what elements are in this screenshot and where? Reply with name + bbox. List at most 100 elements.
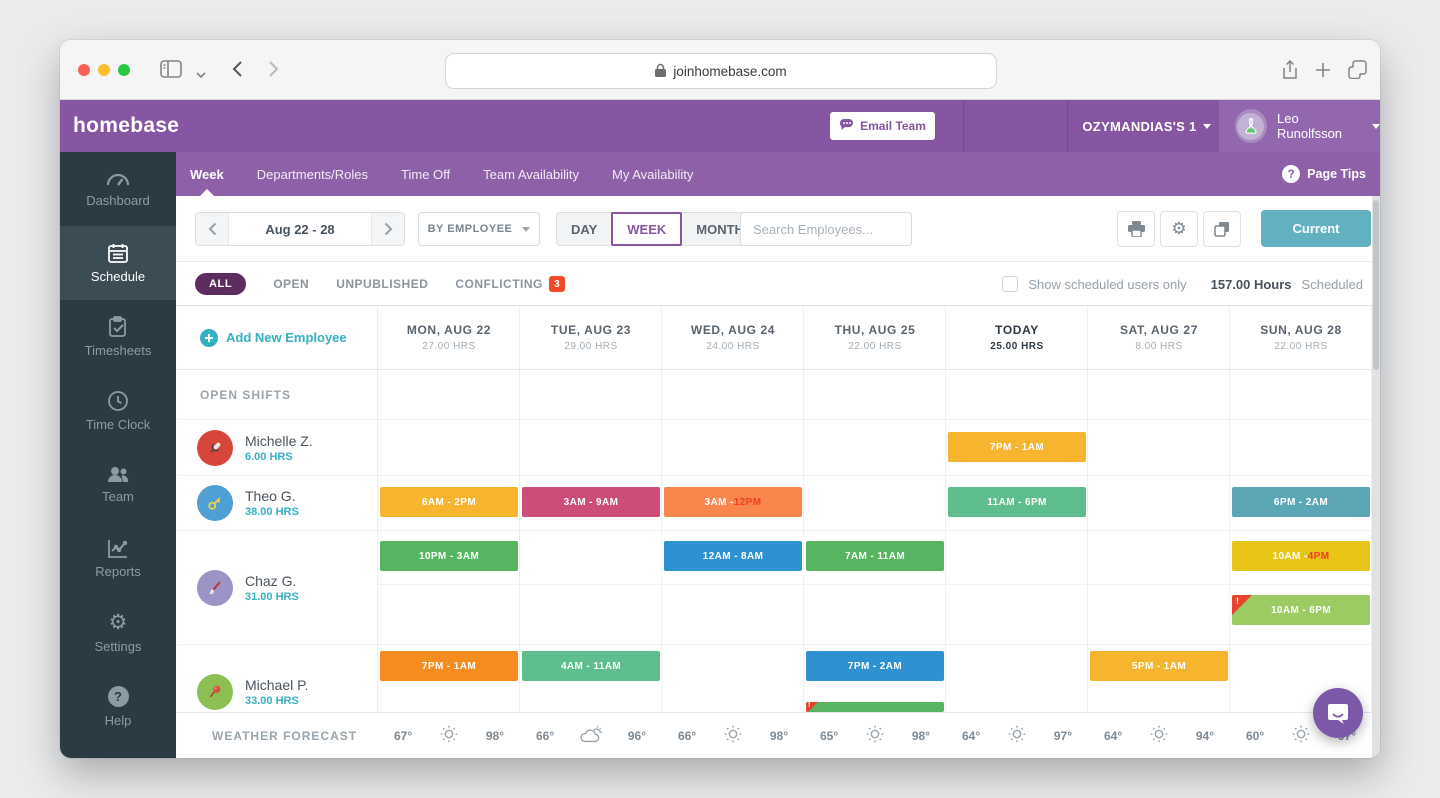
- tab-my-availability[interactable]: My Availability: [612, 166, 694, 182]
- shift-block[interactable]: 12AM - 8AM: [664, 541, 802, 571]
- tab-time-off[interactable]: Time Off: [401, 166, 451, 182]
- employee-cell[interactable]: Chaz G. 31.00 HRS: [197, 569, 299, 606]
- shift-block[interactable]: 7AM - 11AM: [806, 541, 944, 571]
- conflict-count-badge: 3: [548, 276, 565, 292]
- address-bar[interactable]: joinhomebase.com: [445, 53, 997, 89]
- email-team-button[interactable]: Email Team: [830, 112, 935, 140]
- tab-week[interactable]: Week: [190, 152, 224, 196]
- copy-icon: [1214, 222, 1229, 237]
- sidebar-item-help[interactable]: ? Help: [60, 670, 176, 744]
- hours-scheduled-value: 157.00 Hours: [1210, 276, 1292, 292]
- scrollbar-thumb[interactable]: [1373, 200, 1379, 370]
- schedule-nav: Week Departments/Roles Time Off Team Ava…: [176, 152, 1380, 196]
- company-selector[interactable]: OZYMANDIAS'S 1: [1074, 100, 1219, 152]
- sun-icon: [722, 723, 744, 748]
- settings-button[interactable]: ⚙: [1160, 211, 1198, 247]
- shift-block[interactable]: 4AM - 11AM: [522, 651, 660, 681]
- window-controls[interactable]: [78, 64, 130, 76]
- view-week-button[interactable]: WEEK: [611, 212, 683, 246]
- shift-block-conflict[interactable]: ! 10AM - 6PM: [1232, 595, 1370, 625]
- chevron-down-icon[interactable]: [196, 66, 206, 84]
- group-by-dropdown[interactable]: BY EMPLOYEE: [418, 212, 540, 246]
- employee-cell[interactable]: Michelle Z. 6.00 HRS: [197, 429, 313, 466]
- page-tips-button[interactable]: ? Page Tips: [1282, 152, 1366, 196]
- show-scheduled-checkbox[interactable]: [1002, 276, 1019, 292]
- day-header-thu: THU, AUG 25 22.00 HRS: [834, 323, 916, 352]
- homebase-logo[interactable]: homebase: [73, 114, 180, 137]
- shift-block[interactable]: 10PM - 3AM: [380, 541, 518, 571]
- shift-block[interactable]: 11AM - 6PM: [948, 487, 1086, 517]
- back-button[interactable]: [232, 60, 243, 83]
- app-header: homebase Email Team OZYMANDIAS'S 1 Leo R…: [60, 100, 1380, 203]
- shift-block[interactable]: 7PM - 2AM: [806, 651, 944, 681]
- plus-circle-icon: [200, 328, 218, 347]
- share-icon[interactable]: [1282, 59, 1298, 85]
- employee-row-michael: Michael P. 33.00 HRS 7PM - 1AM 4AM - 11AM…: [176, 645, 1372, 712]
- shift-block[interactable]: 6PM - 2AM: [1232, 487, 1370, 517]
- shift-block[interactable]: 7PM - 1AM: [380, 651, 518, 681]
- schedule-toolbar: Aug 22 - 28 BY EMPLOYEE DAY WEEK MONTH ⚙: [176, 196, 1372, 262]
- shift-block-conflict[interactable]: 3AM - 12PM: [664, 487, 802, 517]
- date-range-label[interactable]: Aug 22 - 28: [228, 213, 372, 245]
- key-icon: [197, 485, 233, 521]
- sidebar-item-schedule[interactable]: Schedule: [60, 226, 176, 300]
- clipboard-icon: [108, 316, 126, 337]
- forward-button[interactable]: [268, 60, 279, 83]
- main-content: Aug 22 - 28 BY EMPLOYEE DAY WEEK MONTH ⚙: [176, 196, 1380, 758]
- gear-icon: ⚙: [108, 610, 128, 634]
- weather-forecast-row: WEATHER FORECAST 67° 98° 66° 96° 66° 98° 65…: [176, 712, 1372, 758]
- shift-block[interactable]: 5PM - 1AM: [1090, 651, 1228, 681]
- zoom-window-button[interactable]: [118, 64, 130, 76]
- employee-cell[interactable]: Theo G. 38.00 HRS: [197, 485, 299, 521]
- view-day-button[interactable]: DAY: [571, 221, 598, 237]
- filter-unpublished[interactable]: UNPUBLISHED: [336, 277, 429, 291]
- shift-block[interactable]: 3AM - 9AM: [522, 487, 660, 517]
- chevron-down-icon: [522, 226, 531, 232]
- conflict-flag-icon: !: [1232, 595, 1252, 615]
- open-shifts-row: OPEN SHIFTS: [176, 370, 1372, 420]
- pushpin-icon: [197, 674, 233, 710]
- close-window-button[interactable]: [78, 64, 90, 76]
- user-menu[interactable]: Leo Runolfsson: [1219, 100, 1380, 152]
- header-divider: [1067, 100, 1068, 152]
- current-button[interactable]: Current: [1261, 210, 1371, 247]
- sidebar-item-team[interactable]: Team: [60, 448, 176, 522]
- sidebar-item-dashboard[interactable]: Dashboard: [60, 152, 176, 226]
- sidebar-toggle-icon[interactable]: [160, 60, 182, 83]
- chat-widget-button[interactable]: [1313, 688, 1363, 738]
- weather-cell: 64° 94°: [1088, 713, 1230, 758]
- show-scheduled-label: Show scheduled users only: [1028, 276, 1187, 292]
- shift-block[interactable]: 7PM - 1AM: [948, 432, 1086, 462]
- filter-all[interactable]: ALL: [195, 273, 247, 295]
- filter-open[interactable]: OPEN: [273, 277, 310, 291]
- filter-conflicting[interactable]: CONFLICTING 3: [455, 276, 565, 292]
- employee-cell[interactable]: Michael P. 33.00 HRS: [197, 674, 309, 710]
- sidebar-item-timesheets[interactable]: Timesheets: [60, 300, 176, 374]
- copy-schedule-button[interactable]: [1203, 211, 1241, 247]
- sun-icon: [1006, 723, 1028, 748]
- tab-overview-icon[interactable]: [1348, 60, 1367, 84]
- chat-smile-icon: [1328, 704, 1348, 724]
- print-button[interactable]: [1117, 211, 1155, 247]
- next-week-button[interactable]: [372, 213, 404, 245]
- paintbrush-icon: [197, 569, 233, 606]
- date-navigator: Aug 22 - 28: [195, 212, 405, 246]
- new-tab-icon[interactable]: [1315, 62, 1331, 83]
- shift-block-conflict[interactable]: 10AM - 4PM: [1232, 541, 1370, 571]
- shift-block-partial[interactable]: !: [806, 702, 944, 712]
- tab-team-availability[interactable]: Team Availability: [483, 166, 580, 182]
- conflict-flag-icon: !: [806, 702, 818, 712]
- flask-icon: [1245, 118, 1257, 134]
- prev-week-button[interactable]: [196, 213, 228, 245]
- search-input[interactable]: [740, 212, 912, 246]
- tab-departments-roles[interactable]: Departments/Roles: [256, 166, 369, 182]
- view-month-button[interactable]: MONTH: [696, 221, 744, 237]
- sidebar-item-settings[interactable]: ⚙ Settings: [94, 610, 142, 654]
- sidebar-item-time-clock[interactable]: Time Clock: [60, 374, 176, 448]
- sidebar-item-reports[interactable]: Reports: [60, 522, 176, 596]
- minimize-window-button[interactable]: [98, 64, 110, 76]
- add-new-employee-button[interactable]: Add New Employee: [200, 306, 347, 369]
- scrollbar[interactable]: [1372, 196, 1380, 758]
- shift-block[interactable]: 6AM - 2PM: [380, 487, 518, 517]
- open-shifts-label: OPEN SHIFTS: [200, 387, 292, 402]
